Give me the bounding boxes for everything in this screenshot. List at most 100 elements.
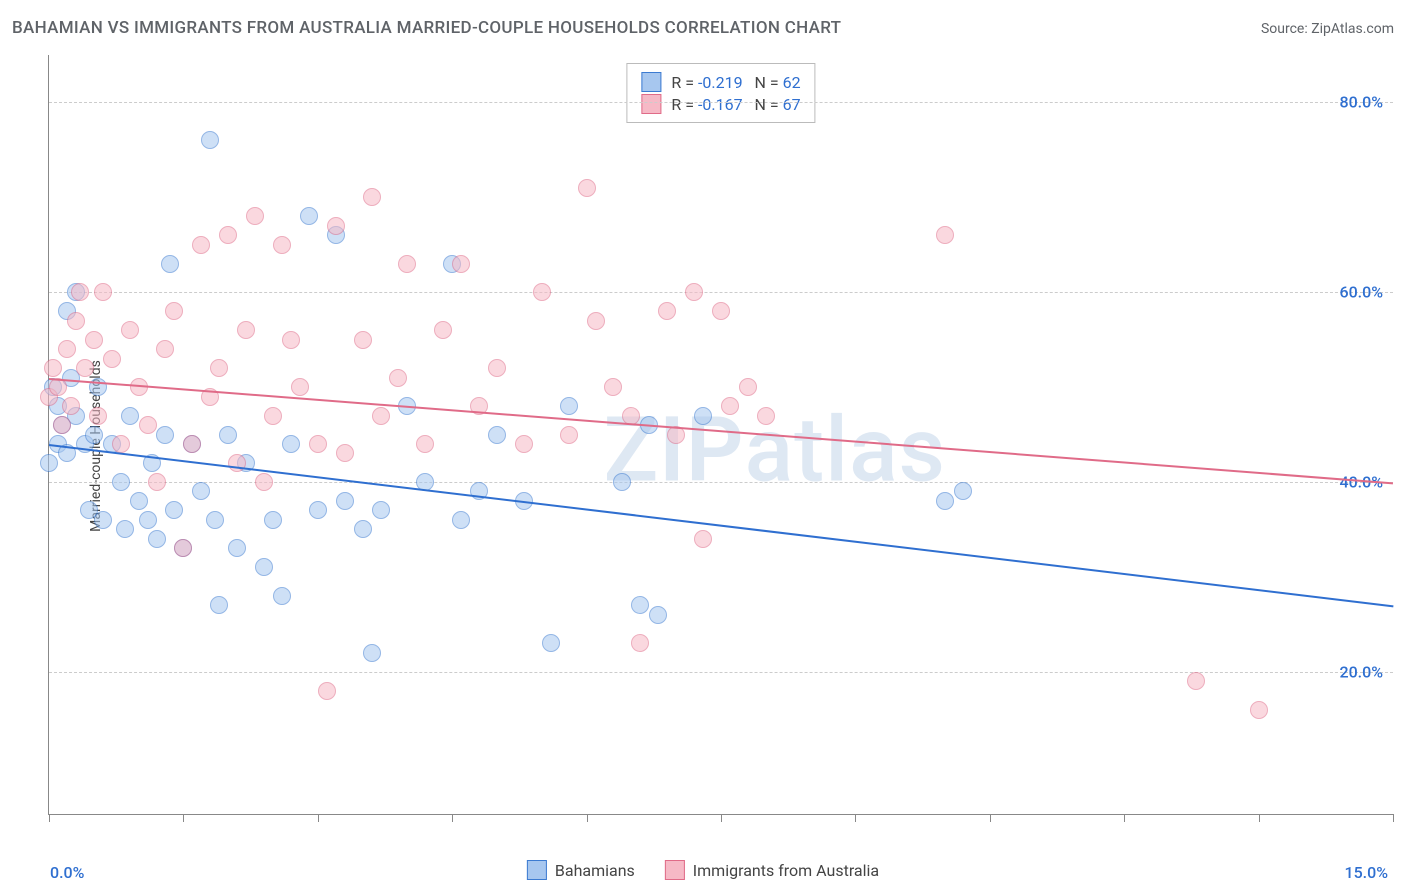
data-point — [685, 283, 703, 301]
series-swatch — [527, 860, 547, 880]
x-tick — [318, 814, 319, 822]
data-point — [452, 255, 470, 273]
correlation-text: R = -0.219 N = 62 — [671, 73, 800, 92]
data-point — [161, 255, 179, 273]
data-point — [112, 473, 130, 491]
data-point — [246, 207, 264, 225]
data-point — [336, 492, 354, 510]
data-point — [336, 444, 354, 462]
data-point — [139, 416, 157, 434]
data-point — [649, 606, 667, 624]
data-point — [183, 435, 201, 453]
data-point — [309, 435, 327, 453]
y-tick-label: 20.0% — [1339, 662, 1383, 681]
data-point — [44, 359, 62, 377]
series-swatch — [665, 860, 685, 880]
gridline — [49, 292, 1393, 293]
chart-title: BAHAMIAN VS IMMIGRANTS FROM AUSTRALIA MA… — [12, 18, 841, 38]
data-point — [192, 236, 210, 254]
data-point — [121, 407, 139, 425]
data-point — [936, 226, 954, 244]
data-point — [282, 435, 300, 453]
data-point — [89, 407, 107, 425]
data-point — [116, 520, 134, 538]
data-point — [452, 511, 470, 529]
data-point — [587, 312, 605, 330]
data-point — [264, 511, 282, 529]
data-point — [210, 359, 228, 377]
x-tick — [49, 814, 50, 822]
data-point — [76, 359, 94, 377]
data-point — [613, 473, 631, 491]
data-point — [318, 682, 336, 700]
data-point — [156, 426, 174, 444]
data-point — [121, 321, 139, 339]
data-point — [309, 501, 327, 519]
x-tick — [1259, 814, 1260, 822]
data-point — [658, 302, 676, 320]
x-axis-min-label: 0.0% — [50, 863, 84, 882]
data-point — [488, 426, 506, 444]
x-tick — [855, 814, 856, 822]
data-point — [62, 397, 80, 415]
data-point — [300, 207, 318, 225]
data-point — [71, 283, 89, 301]
data-point — [282, 331, 300, 349]
data-point — [255, 558, 273, 576]
data-point — [560, 397, 578, 415]
data-point — [156, 340, 174, 358]
gridline — [49, 482, 1393, 483]
source-label: Source: ZipAtlas.com — [1261, 21, 1394, 37]
x-tick — [587, 814, 588, 822]
data-point — [757, 407, 775, 425]
data-point — [130, 492, 148, 510]
data-point — [363, 188, 381, 206]
data-point — [389, 369, 407, 387]
data-point — [954, 482, 972, 500]
data-point — [560, 426, 578, 444]
correlation-box: R = -0.219 N = 62 R = -0.167 N = 67 — [626, 63, 815, 123]
data-point — [515, 435, 533, 453]
gridline — [49, 102, 1393, 103]
data-point — [219, 226, 237, 244]
data-point — [148, 473, 166, 491]
x-tick — [183, 814, 184, 822]
legend-label: Bahamians — [555, 861, 635, 880]
data-point — [273, 587, 291, 605]
data-point — [139, 511, 157, 529]
data-point — [264, 407, 282, 425]
data-point — [192, 482, 210, 500]
data-point — [488, 359, 506, 377]
data-point — [103, 350, 121, 368]
data-point — [363, 644, 381, 662]
data-point — [291, 378, 309, 396]
data-point — [67, 312, 85, 330]
scatter-plot-area: ZIPatlas R = -0.219 N = 62 R = -0.167 N … — [48, 55, 1393, 815]
data-point — [85, 426, 103, 444]
data-point — [434, 321, 452, 339]
legend-label: Immigrants from Australia — [693, 861, 879, 880]
series-swatch — [641, 72, 661, 92]
x-tick — [990, 814, 991, 822]
data-point — [542, 634, 560, 652]
correlation-text: R = -0.167 N = 67 — [671, 95, 800, 114]
data-point — [936, 492, 954, 510]
data-point — [85, 331, 103, 349]
data-point — [165, 501, 183, 519]
data-point — [354, 331, 372, 349]
data-point — [228, 539, 246, 557]
x-tick — [452, 814, 453, 822]
data-point — [53, 416, 71, 434]
watermark: ZIPatlas — [604, 397, 946, 502]
data-point — [721, 397, 739, 415]
y-tick-label: 60.0% — [1339, 283, 1383, 302]
y-tick-label: 80.0% — [1339, 93, 1383, 112]
data-point — [533, 283, 551, 301]
legend-item: Bahamians — [527, 860, 635, 880]
x-tick — [1124, 814, 1125, 822]
correlation-row: R = -0.167 N = 67 — [641, 94, 800, 114]
data-point — [219, 426, 237, 444]
data-point — [174, 539, 192, 557]
data-point — [354, 520, 372, 538]
data-point — [604, 378, 622, 396]
